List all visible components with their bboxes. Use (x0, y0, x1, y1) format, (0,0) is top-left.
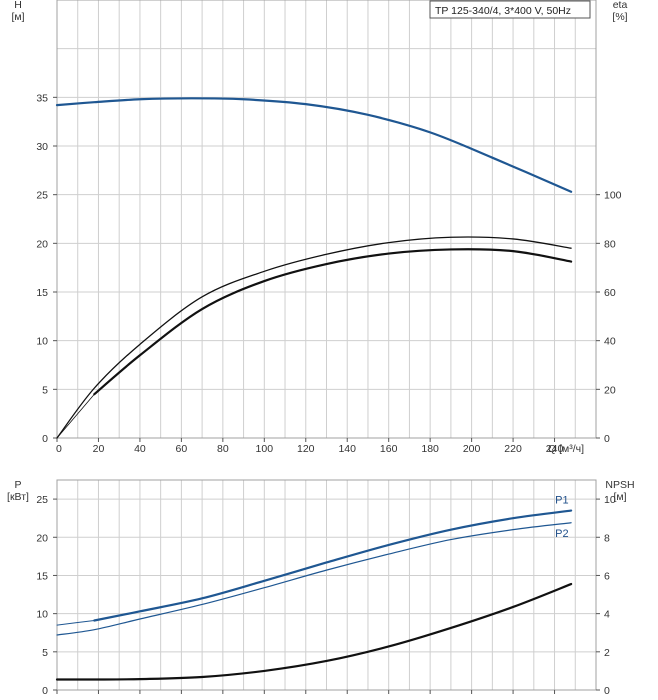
plot-frame (56, 0, 597, 439)
y-left-tick-label: 15 (36, 570, 48, 582)
y-right-axis-unit: [%] (612, 11, 627, 23)
y-left-tick-label: 25 (36, 190, 48, 202)
y-left-axis-label: P (14, 479, 21, 491)
series-line-top-0 (55, 97, 573, 193)
x-tick-label: 140 (338, 443, 356, 455)
y-right-axis-label: eta (613, 0, 628, 11)
y-right-tick-label: 0 (604, 685, 610, 697)
head-efficiency-chart: 0 5 10 15 20 25 30 35 0 20 40 60 80 100 0 20 40 60 80 100 12… (11, 0, 628, 455)
x-tick-label: 200 (463, 443, 481, 455)
y-left-tick-label: 20 (36, 532, 48, 544)
y-right-tick-label: 20 (604, 384, 616, 396)
y-left-tick-label: 15 (36, 287, 48, 299)
x-tick-label: 80 (217, 443, 229, 455)
y-left-tick-label: 20 (36, 238, 48, 250)
y-left-tick-label: 0 (42, 433, 48, 445)
x-tick-label: 0 (56, 443, 62, 455)
y-left-tick-label: 10 (36, 609, 48, 621)
y-right-axis-unit: [м] (613, 491, 626, 503)
plot-frame (56, 479, 597, 691)
x-tick-label: 120 (297, 443, 315, 455)
y-left-tick-label: 30 (36, 141, 48, 153)
legend-box: TP 125-340/4, 3*400 V, 50Hz (429, 0, 591, 19)
series-line-top-2 (56, 236, 572, 439)
y-right-tick-label: 4 (604, 609, 610, 621)
y-left-tick-label: 5 (42, 647, 48, 659)
y-left-tick-label: 35 (36, 92, 48, 104)
y-left-axis-label: H (14, 0, 22, 11)
x-tick-label: 60 (176, 443, 188, 455)
y-left-axis-unit: [кВт] (7, 491, 29, 503)
y-right-tick-label: 8 (604, 532, 610, 544)
y-right-tick-label: 40 (604, 336, 616, 348)
series-label-p1: P1 (555, 495, 568, 507)
series-line-bottom-3 (55, 582, 573, 681)
y-right-tick-label: 100 (604, 190, 622, 202)
y-right-tick-label: 60 (604, 287, 616, 299)
y-right-tick-label: 6 (604, 570, 610, 582)
p1-series-line (93, 509, 573, 622)
y-right-axis-label: NPSH (605, 479, 634, 491)
p2-series-line (56, 522, 572, 636)
y-left-tick-label: 10 (36, 336, 48, 348)
legend-box-text: TP 125-340/4, 3*400 V, 50Hz (435, 5, 571, 17)
y-left-tick-label: 0 (42, 685, 48, 697)
series-label-p2: P2 (555, 528, 568, 540)
series-line-top-1 (56, 101, 95, 106)
x-tick-label: 160 (380, 443, 398, 455)
y-right-tick-label: 0 (604, 433, 610, 445)
y-right-tick-label: 2 (604, 647, 610, 659)
legend-box-frame (429, 0, 591, 19)
x-tick-label: 180 (421, 443, 439, 455)
y-right-tick-label: 10 (604, 494, 616, 506)
series-line-top-4 (56, 393, 95, 439)
series-line-top-3 (93, 248, 573, 396)
x-tick-label: 40 (134, 443, 146, 455)
power-npsh-chart: 0 5 10 15 20 25 0 2 4 6 8 10 P[кВт] NPSH[м] P1 P2 (7, 479, 635, 697)
x-axis-label: Q [м³/ч] (548, 443, 584, 455)
x-tick-label: 220 (504, 443, 522, 455)
series-line-bottom-1 (56, 620, 95, 626)
y-right-tick-label: 80 (604, 238, 616, 250)
x-tick-label: 240 (546, 443, 564, 455)
y-left-tick-label: 5 (42, 384, 48, 396)
y-left-axis-unit: [м] (11, 11, 24, 23)
y-left-tick-label: 25 (36, 494, 48, 506)
x-tick-label: 100 (256, 443, 274, 455)
x-tick-label: 20 (93, 443, 105, 455)
